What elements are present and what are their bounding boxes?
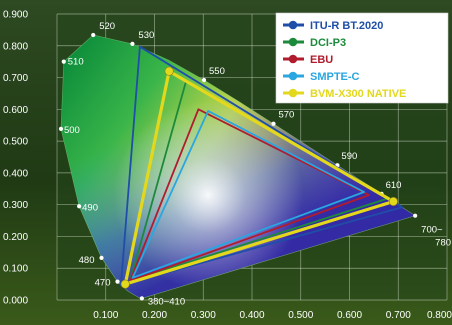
- legend-swatch-marker: [288, 20, 298, 30]
- legend-label: SMPTE-C: [310, 71, 360, 83]
- wavelength-label: 530: [138, 30, 154, 41]
- gamut-vertex-marker: [388, 196, 398, 206]
- wavelength-marker: [99, 255, 104, 260]
- y-tick-label: 0.400: [3, 168, 28, 179]
- y-tick-label: 0.200: [3, 232, 28, 243]
- wavelength-marker: [130, 41, 135, 47]
- legend-swatch-marker: [288, 37, 298, 47]
- wavelength-marker: [61, 59, 66, 64]
- wavelength-label: 780: [435, 238, 451, 249]
- gamut-vertex-marker: [164, 66, 174, 76]
- legend: ITU-R BT.2020 DCI-P3 EBU SMPTE-C BVM-X300 NA…: [275, 12, 449, 104]
- x-tick-label: 0.600: [337, 310, 362, 321]
- gamut-vertex-marker: [120, 279, 130, 289]
- wavelength-marker: [91, 32, 96, 38]
- gamut-triangle-itu-r-bt-2020: [120, 45, 404, 287]
- x-tick-label: 0.200: [142, 310, 167, 321]
- legend-label: EBU: [310, 54, 333, 66]
- wavelength-label: 380~410: [148, 296, 185, 307]
- wavelength-marker: [115, 279, 120, 284]
- wavelength-label: 500: [64, 125, 80, 136]
- y-tick-label: 0.500: [3, 137, 28, 148]
- gamut-triangles: [120, 45, 404, 289]
- x-tick-label: 0.400: [239, 310, 264, 321]
- wavelength-marker: [139, 296, 144, 301]
- y-tick-label: 0.700: [3, 73, 28, 84]
- wavelength-label: 490: [82, 202, 98, 213]
- y-tick-label: 0.300: [3, 200, 28, 211]
- gamut-triangle-smpte-c: [131, 110, 366, 279]
- x-tick-label: 0.800: [427, 310, 452, 321]
- legend-swatch-marker: [288, 54, 298, 64]
- y-tick-label: 0.900: [3, 10, 28, 21]
- gamut-triangle-bvm-x300-native: [123, 69, 395, 286]
- legend-swatch-marker: [288, 88, 298, 98]
- wavelength-label: 590: [341, 151, 357, 162]
- x-tick-label: 0.700: [386, 310, 411, 321]
- legend-swatch-marker: [288, 71, 298, 81]
- wavelength-label: 520: [99, 21, 115, 32]
- y-tick-label: 0.100: [3, 264, 28, 275]
- y-tick-label: 0.000: [3, 296, 28, 307]
- axis-ticks: 0.000 0.100 0.200 0.300 0.400 0.500 0.600 0.700…: [3, 10, 452, 322]
- legend-label: ITU-R BT.2020: [310, 20, 383, 32]
- wavelength-label: 550: [209, 66, 225, 77]
- gamut-triangle-ebu: [129, 108, 370, 282]
- wavelength-label: 510: [68, 57, 84, 68]
- y-tick-label: 0.800: [3, 41, 28, 52]
- x-tick-label: 0.100: [93, 310, 118, 321]
- x-tick-label: 0.300: [191, 310, 216, 321]
- legend-label: BVM-X300 NATIVE: [310, 88, 406, 100]
- y-tick-label: 0.600: [3, 105, 28, 116]
- x-tick-label: 0.500: [288, 310, 313, 321]
- wavelength-label: 570: [278, 110, 294, 121]
- wavelength-label: 470: [95, 278, 111, 289]
- spectral-locus-outline: [60, 34, 416, 299]
- wavelength-label: 480: [79, 255, 95, 266]
- wavelength-label: 700~: [421, 225, 443, 236]
- wavelength-marker: [201, 77, 207, 83]
- legend-box: [275, 12, 449, 104]
- wavelength-marker: [413, 213, 418, 218]
- wavelength-marker: [58, 126, 64, 132]
- wavelength-label: 610: [386, 180, 402, 191]
- legend-label: DCI-P3: [310, 37, 346, 49]
- wavelength-marker: [77, 204, 82, 209]
- wavelength-labels: 380~410 470 480 490 500 510 520 530 550 570 590 610…: [58, 21, 451, 307]
- wavelength-marker: [271, 121, 276, 126]
